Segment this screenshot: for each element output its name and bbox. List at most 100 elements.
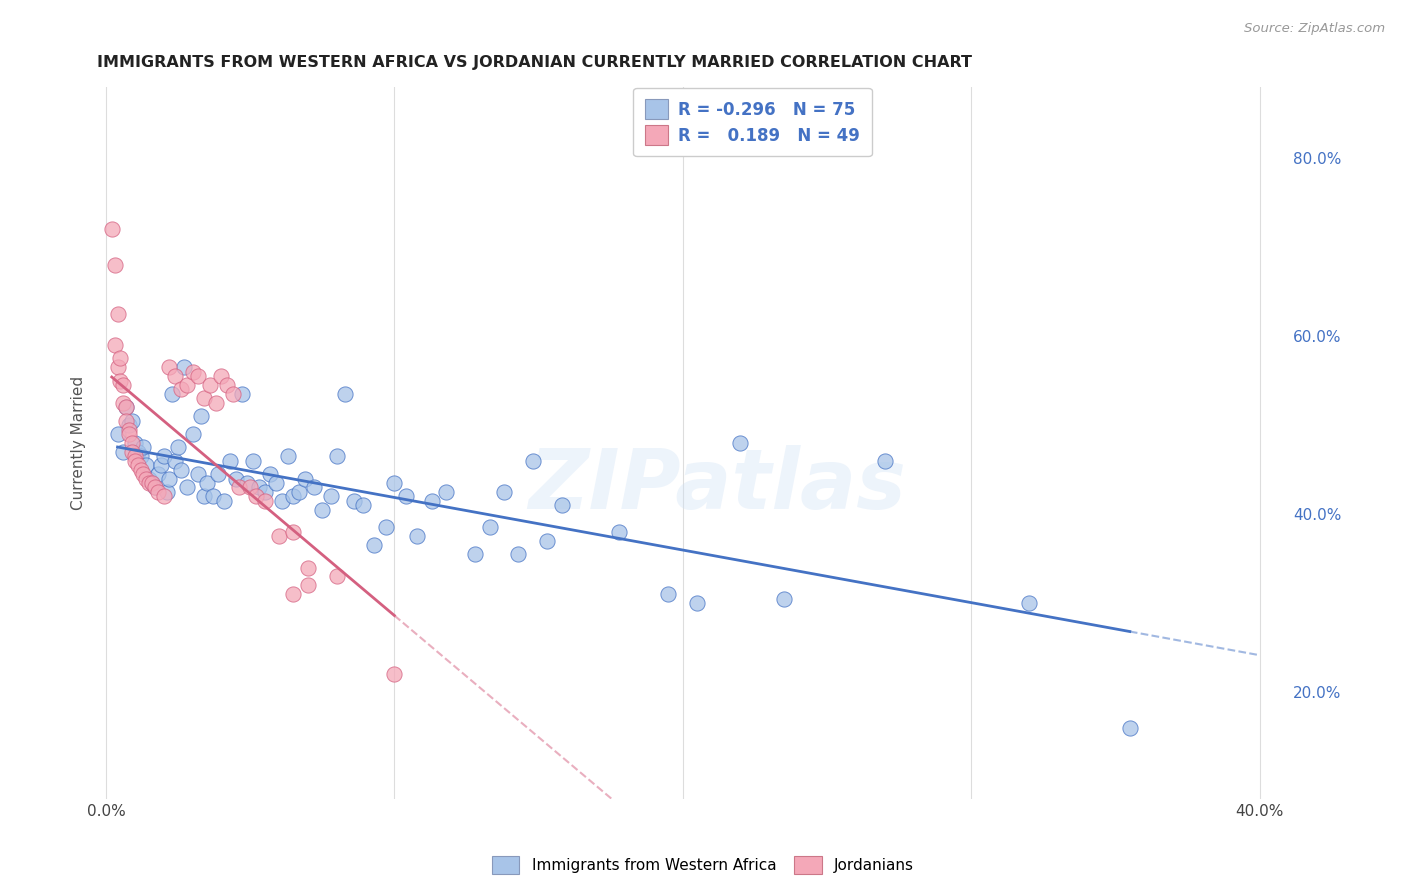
Point [176,480,198,494]
Point [222,387,245,401]
Point [204,396,226,410]
Point [207,467,229,481]
Point [118,423,141,437]
Point [297,578,319,592]
Point [343,493,366,508]
Point [406,529,429,543]
Point [686,596,709,610]
Point [225,471,247,485]
Point [730,435,752,450]
Point [138,471,160,485]
Point [167,440,190,454]
Point [132,440,155,454]
Point [492,484,515,499]
Point [335,387,357,401]
Point [107,307,129,321]
Point [363,538,385,552]
Point [209,369,232,384]
Point [118,427,141,442]
Point [173,360,195,375]
Point [193,392,215,406]
Point [104,338,127,352]
Point [325,449,347,463]
Point [135,458,157,472]
Point [110,374,132,388]
Point [181,365,204,379]
Point [100,222,122,236]
Point [141,475,163,490]
Point [165,369,187,384]
Point [522,453,544,467]
Point [288,484,311,499]
Point [104,258,127,272]
Point [277,449,299,463]
Text: IMMIGRANTS FROM WESTERN AFRICA VS JORDANIAN CURRENTLY MARRIED CORRELATION CHART: IMMIGRANTS FROM WESTERN AFRICA VS JORDAN… [97,55,973,70]
Point [1119,721,1142,735]
Point [159,360,181,375]
Point [115,401,138,415]
Point [162,387,184,401]
Point [772,591,794,606]
Point [127,444,149,458]
Point [187,467,209,481]
Legend: R = -0.296   N = 75, R =   0.189   N = 49: R = -0.296 N = 75, R = 0.189 N = 49 [633,87,872,156]
Point [231,387,253,401]
Point [253,484,276,499]
Point [127,458,149,472]
Point [124,435,146,450]
Point [873,453,896,467]
Point [212,493,235,508]
Point [146,467,169,481]
Point [283,587,305,601]
Point [319,489,342,503]
Point [146,484,169,499]
Point [112,396,135,410]
Text: ZIPatlas: ZIPatlas [527,445,905,526]
Point [112,378,135,392]
Point [283,489,305,503]
Point [132,467,155,481]
Point [112,444,135,458]
Point [121,444,143,458]
Point [176,378,198,392]
Point [138,475,160,490]
Point [550,498,572,512]
Point [1018,596,1040,610]
Point [384,475,406,490]
Point [141,475,163,490]
Point [129,462,152,476]
Point [115,401,138,415]
Point [434,484,457,499]
Point [464,547,486,561]
Point [302,480,325,494]
Point [135,471,157,485]
Point [159,471,181,485]
Point [384,667,406,681]
Point [395,489,418,503]
Point [228,480,250,494]
Point [239,480,262,494]
Point [193,489,215,503]
Point [143,480,166,494]
Point [195,475,218,490]
Point [170,462,193,476]
Point [115,414,138,428]
Point [253,493,276,508]
Point [325,569,347,583]
Point [294,471,316,485]
Point [242,453,264,467]
Point [420,493,443,508]
Point [271,493,294,508]
Point [198,378,221,392]
Point [181,427,204,442]
Point [124,449,146,463]
Point [283,524,305,539]
Point [129,449,152,463]
Point [297,560,319,574]
Y-axis label: Currently Married: Currently Married [72,376,86,510]
Point [155,484,177,499]
Point [152,449,174,463]
Point [374,520,396,534]
Point [219,453,242,467]
Point [217,378,239,392]
